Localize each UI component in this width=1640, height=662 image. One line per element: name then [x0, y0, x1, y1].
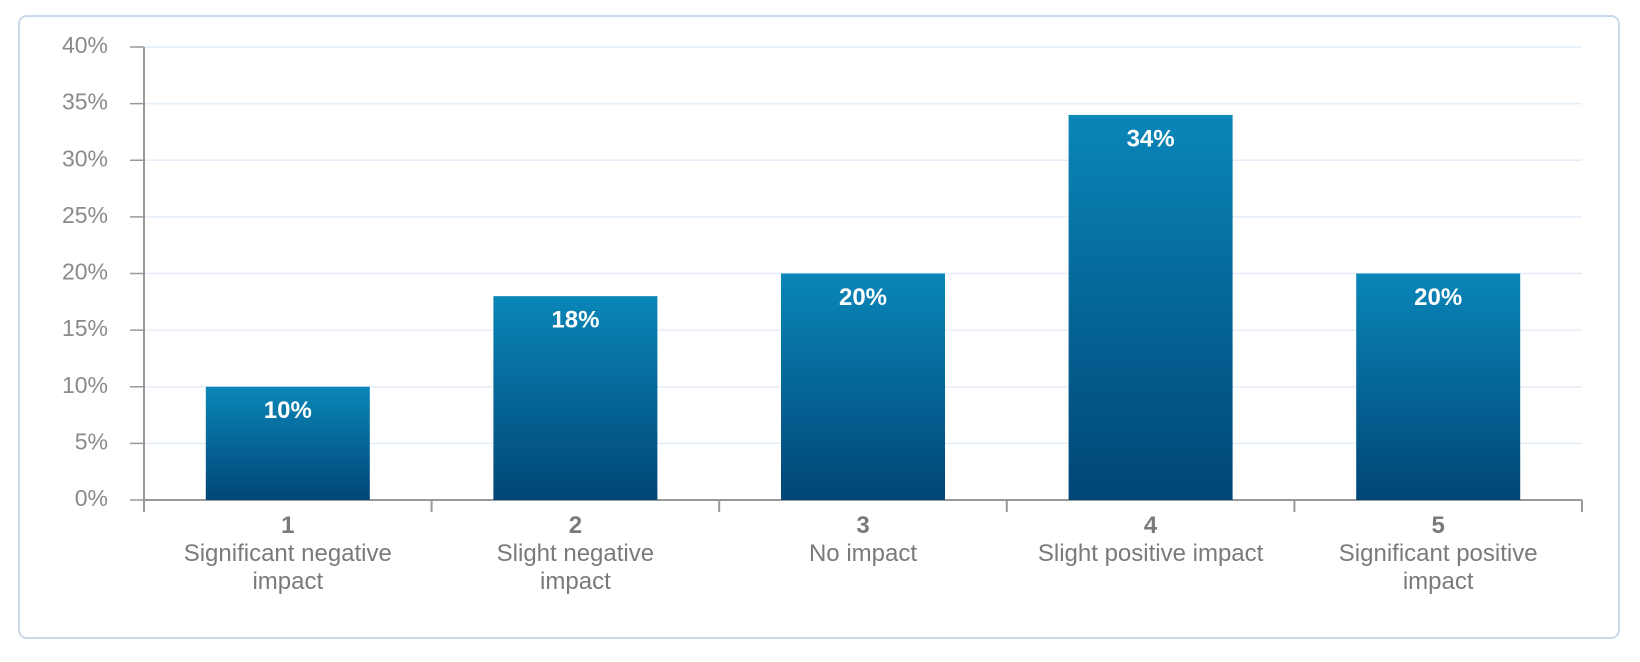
value-label: 20% [839, 284, 887, 311]
x-category-description: Significant negative impact [183, 540, 392, 595]
y-tick-label: 25% [62, 202, 108, 228]
x-category-description: Significant positive impact [1338, 540, 1538, 595]
y-tick-label: 5% [75, 428, 108, 454]
x-category-description: Slight negative impact [496, 540, 655, 595]
value-label: 20% [1414, 284, 1462, 311]
x-tick-label: 5 [1431, 512, 1445, 539]
x-tick-label: 3 [856, 512, 870, 539]
bar [781, 273, 945, 500]
y-tick-label: 40% [62, 32, 108, 58]
y-tick-label: 30% [62, 145, 108, 171]
y-tick-label: 20% [62, 259, 108, 285]
bar [1068, 114, 1233, 500]
value-label: 34% [1127, 125, 1175, 152]
bar [1356, 273, 1521, 500]
x-tick-label: 1 [281, 512, 295, 539]
bar [493, 296, 658, 500]
x-category-description: No impact [808, 540, 918, 567]
value-label: 10% [264, 397, 312, 424]
x-tick-label: 4 [1143, 512, 1158, 539]
x-tick-label: 2 [568, 512, 583, 539]
y-tick-label: 10% [62, 372, 108, 398]
y-tick-label: 35% [62, 89, 108, 115]
value-label: 18% [551, 306, 599, 333]
y-tick-label: 0% [75, 485, 108, 511]
x-category-description: Slight positive impact [1037, 540, 1264, 567]
y-tick-label: 15% [62, 315, 108, 341]
bar [205, 386, 370, 500]
